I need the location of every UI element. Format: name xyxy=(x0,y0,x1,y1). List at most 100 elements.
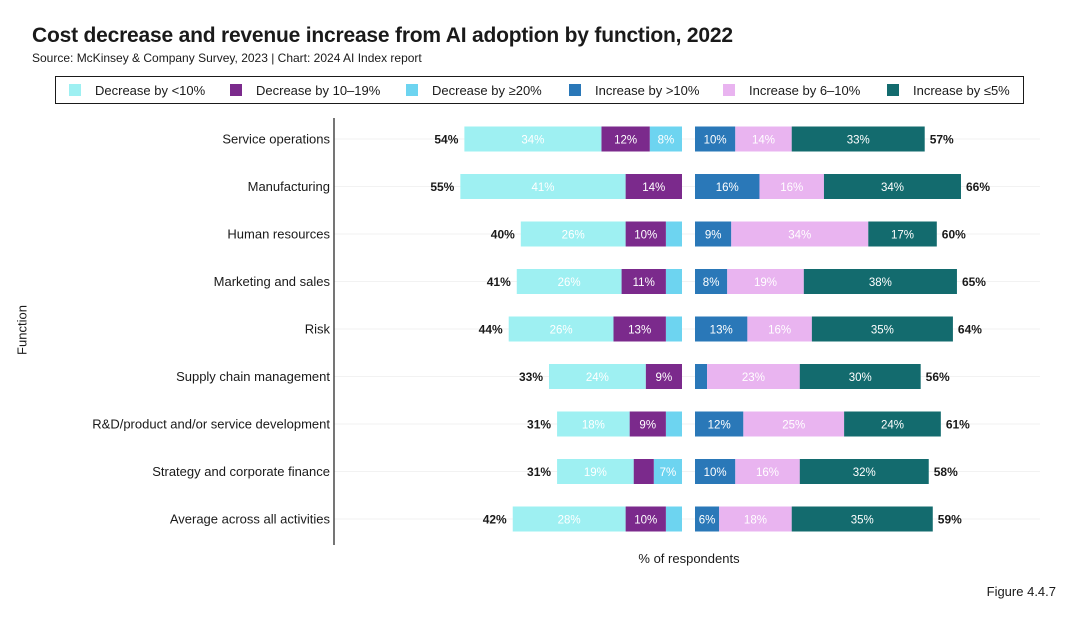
data-label: 26% xyxy=(558,277,581,289)
bar-segment-increase-by-10 xyxy=(695,506,720,532)
data-label: 10% xyxy=(634,515,657,527)
data-label: 16% xyxy=(716,182,739,194)
x-axis-label: % of respondents xyxy=(638,551,740,566)
legend-swatch-decrease-10-19 xyxy=(230,84,242,96)
data-label: 8% xyxy=(703,277,720,289)
decrease-total-label: 31% xyxy=(527,465,551,479)
bar-segment-decrease-by-10-19 xyxy=(613,316,666,342)
bar-segment-increase-by-10 xyxy=(695,364,708,389)
figure-number: Figure 4.4.7 xyxy=(986,584,1056,599)
data-label: 14% xyxy=(752,135,775,147)
bar-segment-increase-by-6-10 xyxy=(735,459,800,484)
bar-segment-decrease-by-10 xyxy=(557,459,634,484)
legend-label: Increase by ≤5% xyxy=(913,82,1010,98)
bar-segment-increase-by-5 xyxy=(791,126,925,152)
bar-segment-decrease-by-10-19 xyxy=(633,459,654,484)
bar-segment-increase-by-6-10 xyxy=(747,316,812,342)
increase-total-label: 57% xyxy=(930,133,954,147)
category-label: Strategy and corporate finance xyxy=(152,464,330,479)
bar-segment-increase-by-10 xyxy=(695,174,760,199)
data-label: 13% xyxy=(710,325,733,337)
bar-segment-decrease-by-10 xyxy=(520,221,626,247)
data-label: 6% xyxy=(699,515,716,527)
data-label: 16% xyxy=(768,325,791,337)
data-label: 34% xyxy=(521,135,544,147)
increase-total-label: 58% xyxy=(934,465,958,479)
bar-segment-increase-by-6-10 xyxy=(719,506,792,532)
chart-subtitle: Source: McKinsey & Company Survey, 2023 … xyxy=(32,51,422,65)
bar-segment-increase-by-5 xyxy=(844,411,941,437)
legend-swatch-decrease-lt10 xyxy=(69,84,81,96)
bar-segment-increase-by-5 xyxy=(803,269,957,294)
bar-segment-increase-by-10 xyxy=(695,459,736,484)
data-label: 34% xyxy=(788,230,811,242)
bar-segment-decrease-by-10-19 xyxy=(625,174,682,199)
legend-item-decrease-lt10: Decrease by <10% xyxy=(69,77,205,103)
data-label: 26% xyxy=(562,230,585,242)
category-label: Manufacturing xyxy=(248,179,330,194)
data-label: 12% xyxy=(708,420,731,432)
bar-segment-increase-by-5 xyxy=(799,459,929,484)
data-label: 34% xyxy=(881,182,904,194)
legend-item-decrease-ge20: Decrease by ≥20% xyxy=(406,77,542,103)
bar-segment-decrease-by-10-19 xyxy=(645,364,682,389)
bar-segment-increase-by-10 xyxy=(695,126,736,152)
decrease-total-label: 44% xyxy=(479,323,503,337)
data-label: 35% xyxy=(871,325,894,337)
legend-swatch-increase-6-10 xyxy=(723,84,735,96)
bar-segment-increase-by-6-10 xyxy=(743,411,845,437)
data-label: 16% xyxy=(756,467,779,479)
legend-label: Increase by 6–10% xyxy=(749,82,861,98)
data-label: 41% xyxy=(531,182,554,194)
data-label: 9% xyxy=(639,420,656,432)
bar-segment-increase-by-5 xyxy=(791,506,933,532)
category-label: Average across all activities xyxy=(170,512,331,527)
data-label: 17% xyxy=(891,230,914,242)
bar-segment-decrease-by-20 xyxy=(665,269,682,294)
bar-segment-increase-by-5 xyxy=(799,364,921,389)
decrease-total-label: 31% xyxy=(527,418,551,432)
data-label: 12% xyxy=(614,135,637,147)
increase-total-label: 60% xyxy=(942,228,966,242)
data-label: 19% xyxy=(584,467,607,479)
data-label: 16% xyxy=(780,182,803,194)
bar-segment-decrease-by-20 xyxy=(665,221,682,247)
legend-swatch-increase-gt10 xyxy=(569,84,581,96)
data-label: 10% xyxy=(704,135,727,147)
bar-segment-increase-by-10 xyxy=(695,221,732,247)
data-label: 13% xyxy=(628,325,651,337)
category-label: Risk xyxy=(305,322,331,337)
chart-title: Cost decrease and revenue increase from … xyxy=(32,24,733,47)
bar-segment-decrease-by-10 xyxy=(512,506,626,532)
data-label: 7% xyxy=(660,467,677,479)
bar-segment-decrease-by-10 xyxy=(549,364,646,389)
bar-segment-decrease-by-10-19 xyxy=(629,411,666,437)
data-label: 24% xyxy=(586,372,609,384)
category-label: Marketing and sales xyxy=(214,274,331,289)
decrease-total-label: 55% xyxy=(430,180,454,194)
bar-segment-decrease-by-20 xyxy=(649,126,682,152)
data-label: 11% xyxy=(633,277,655,289)
bar-segment-increase-by-6-10 xyxy=(707,364,800,389)
increase-total-label: 56% xyxy=(926,370,950,384)
data-label: 19% xyxy=(754,277,777,289)
data-label: 10% xyxy=(704,467,727,479)
bar-segment-increase-by-10 xyxy=(695,411,744,437)
decrease-total-label: 33% xyxy=(519,370,543,384)
legend-item-increase-gt10: Increase by >10% xyxy=(569,77,699,103)
bar-segment-increase-by-5 xyxy=(811,316,953,342)
data-label: 18% xyxy=(744,515,767,527)
data-label: 9% xyxy=(656,372,673,384)
bar-segment-increase-by-6-10 xyxy=(735,126,792,152)
bar-segment-increase-by-5 xyxy=(868,221,937,247)
y-axis-label: Function xyxy=(14,305,30,355)
increase-total-label: 61% xyxy=(946,418,970,432)
increase-total-label: 65% xyxy=(962,275,986,289)
increase-total-label: 59% xyxy=(938,513,962,527)
data-label: 25% xyxy=(782,420,805,432)
bar-segment-decrease-by-20 xyxy=(653,459,682,484)
bar-segment-decrease-by-10-19 xyxy=(625,506,666,532)
bar-segment-decrease-by-20 xyxy=(665,411,682,437)
data-label: 10% xyxy=(634,230,657,242)
data-label: 30% xyxy=(849,372,872,384)
